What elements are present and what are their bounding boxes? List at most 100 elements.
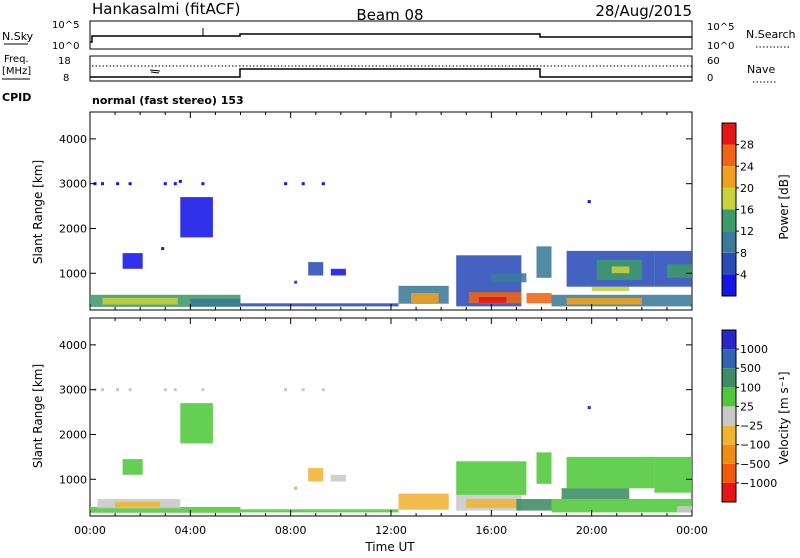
noise-left-label: N.Sky [2, 30, 34, 43]
power-echo-point-9 [301, 182, 305, 186]
velocity-colorbar-swatch-4 [722, 406, 736, 426]
power-colorbar-swatch-3 [722, 209, 736, 232]
date-title: 28/Aug/2015 [595, 2, 692, 20]
noise-left-bottom: 10^0 [52, 41, 79, 52]
freq-right-bottom: 0 [707, 73, 713, 84]
power-echo-region-6 [308, 262, 324, 276]
power-colorbar-swatch-4 [722, 187, 736, 210]
velocity-echo-region-13 [536, 452, 552, 484]
velocity-colorbar-swatch-6 [722, 368, 736, 388]
velocity-colorbar-label-6: −500 [740, 458, 770, 471]
xtick-label-5: 20:00 [576, 524, 608, 537]
beam-title: Beam 08 [356, 6, 423, 24]
power-echo-point-4 [163, 182, 167, 186]
power-echo-region-23 [666, 264, 692, 278]
power-ytick-label-0: 1000 [59, 267, 87, 280]
velocity-ytick-label-3: 4000 [59, 339, 87, 352]
xtick-label-0: 00:00 [74, 524, 106, 537]
velocity-echo-region-3 [240, 509, 399, 513]
velocity-echo-region-12 [516, 499, 552, 511]
power-echo-region-15 [536, 246, 552, 278]
power-echo-region-12 [478, 297, 507, 303]
velocity-echo-point-9 [321, 388, 325, 392]
velocity-y-label: Slant Range [km] [31, 364, 45, 468]
velocity-colorbar-label-3: 25 [740, 400, 754, 413]
power-colorbar-swatch-2 [722, 231, 736, 253]
freq-right-top: 60 [707, 56, 720, 67]
velocity-colorbar-label: Velocity [m s⁻¹] [777, 371, 791, 464]
station-title: Hankasalmi (fitACF) [92, 0, 240, 18]
velocity-echo-point-2 [116, 388, 120, 392]
power-echo-point-5 [173, 182, 177, 186]
power-echo-point-10 [321, 182, 325, 186]
velocity-colorbar-swatch-7 [722, 349, 736, 369]
velocity-colorbar-label-5: −100 [740, 439, 770, 452]
velocity-colorbar-frame [721, 329, 737, 503]
power-echo-point-6 [178, 179, 182, 183]
power-echo-region-18 [591, 286, 630, 292]
power-echo-region-13 [491, 273, 527, 283]
velocity-ytick-label-0: 1000 [59, 473, 87, 486]
xtick-label-4: 16:00 [475, 524, 507, 537]
velocity-echo-region-4 [180, 403, 213, 444]
noise-left-top: 10^5 [52, 20, 79, 31]
power-echo-point-3 [128, 182, 132, 186]
velocity-echo-region-10 [466, 499, 517, 508]
power-echo-region-4 [122, 253, 143, 269]
power-colorbar-label-0: 4 [740, 268, 747, 281]
power-colorbar-label-1: 8 [740, 247, 747, 260]
velocity-colorbar-label-7: −1000 [740, 477, 777, 490]
power-echo-point-12 [587, 200, 591, 204]
power-colorbar-swatch-0 [722, 274, 736, 296]
velocity-colorbar-swatch-5 [722, 387, 736, 407]
power-x-ticks [89, 112, 693, 310]
noise-sky-trace [90, 33, 692, 43]
power-y-label: Slant Range [km] [31, 160, 45, 264]
velocity-echo-region-2 [115, 501, 161, 508]
noise-right-top: 10^5 [707, 22, 734, 33]
power-echo-point-2 [116, 182, 120, 186]
power-echo-region-7 [330, 268, 346, 276]
velocity-colorbar-swatch-2 [722, 444, 736, 464]
velocity-echo-point-5 [173, 388, 177, 392]
xtick-label-6: 00:00 [676, 524, 708, 537]
power-echo-region-1 [102, 297, 178, 305]
power-panel: 1000 2000 3000 4000 Slant Range [km] 4 8 12 16… [31, 111, 791, 311]
noise-panel-frame [89, 20, 693, 50]
power-echo-region-5 [180, 197, 213, 238]
xtick-label-2: 08:00 [275, 524, 307, 537]
velocity-echo-point-6 [201, 388, 205, 392]
power-colorbar-swatch-6 [722, 144, 736, 167]
power-ytick-label-1: 2000 [59, 222, 87, 235]
velocity-echo-region-14 [551, 499, 692, 513]
nave-label: Nave [747, 63, 775, 76]
freq-left-bottom: 8 [63, 73, 69, 84]
freq-label-2: [MHz] [2, 66, 31, 77]
velocity-colorbar: 1000 500 100 25 −25 −100 −500 −1000 [721, 329, 777, 503]
power-y-axis: 1000 2000 3000 4000 [59, 133, 692, 280]
mode-text: normal (fast stereo) 153 [92, 94, 244, 107]
freq-label-1: Freq. [4, 54, 29, 65]
power-echo-point-13 [294, 280, 298, 284]
cpid-label: CPID [2, 91, 31, 104]
velocity-echo-point-8 [301, 388, 305, 392]
velocity-echo-region-11 [456, 461, 527, 495]
power-echo-point-8 [284, 182, 288, 186]
power-ytick-label-2: 3000 [59, 178, 87, 191]
freq-trace [90, 68, 692, 78]
velocity-echo-region-15 [561, 488, 630, 499]
power-echo-region-14 [526, 293, 552, 304]
freq-panel-frame [89, 55, 693, 82]
power-colorbar-label-2: 12 [740, 225, 754, 238]
power-echo-point-7 [201, 182, 205, 186]
power-echo-region-17 [566, 297, 642, 305]
velocity-echo-region-6 [308, 468, 324, 482]
velocity-echo-point-1 [101, 388, 104, 392]
velocity-colorbar-label-0: 1000 [740, 343, 768, 356]
velocity-y-axis: 1000 2000 3000 4000 [59, 339, 692, 486]
power-echo-point-11 [161, 247, 165, 251]
velocity-colorbar-swatch-8 [722, 330, 736, 350]
velocity-echo-point-4 [163, 388, 167, 392]
